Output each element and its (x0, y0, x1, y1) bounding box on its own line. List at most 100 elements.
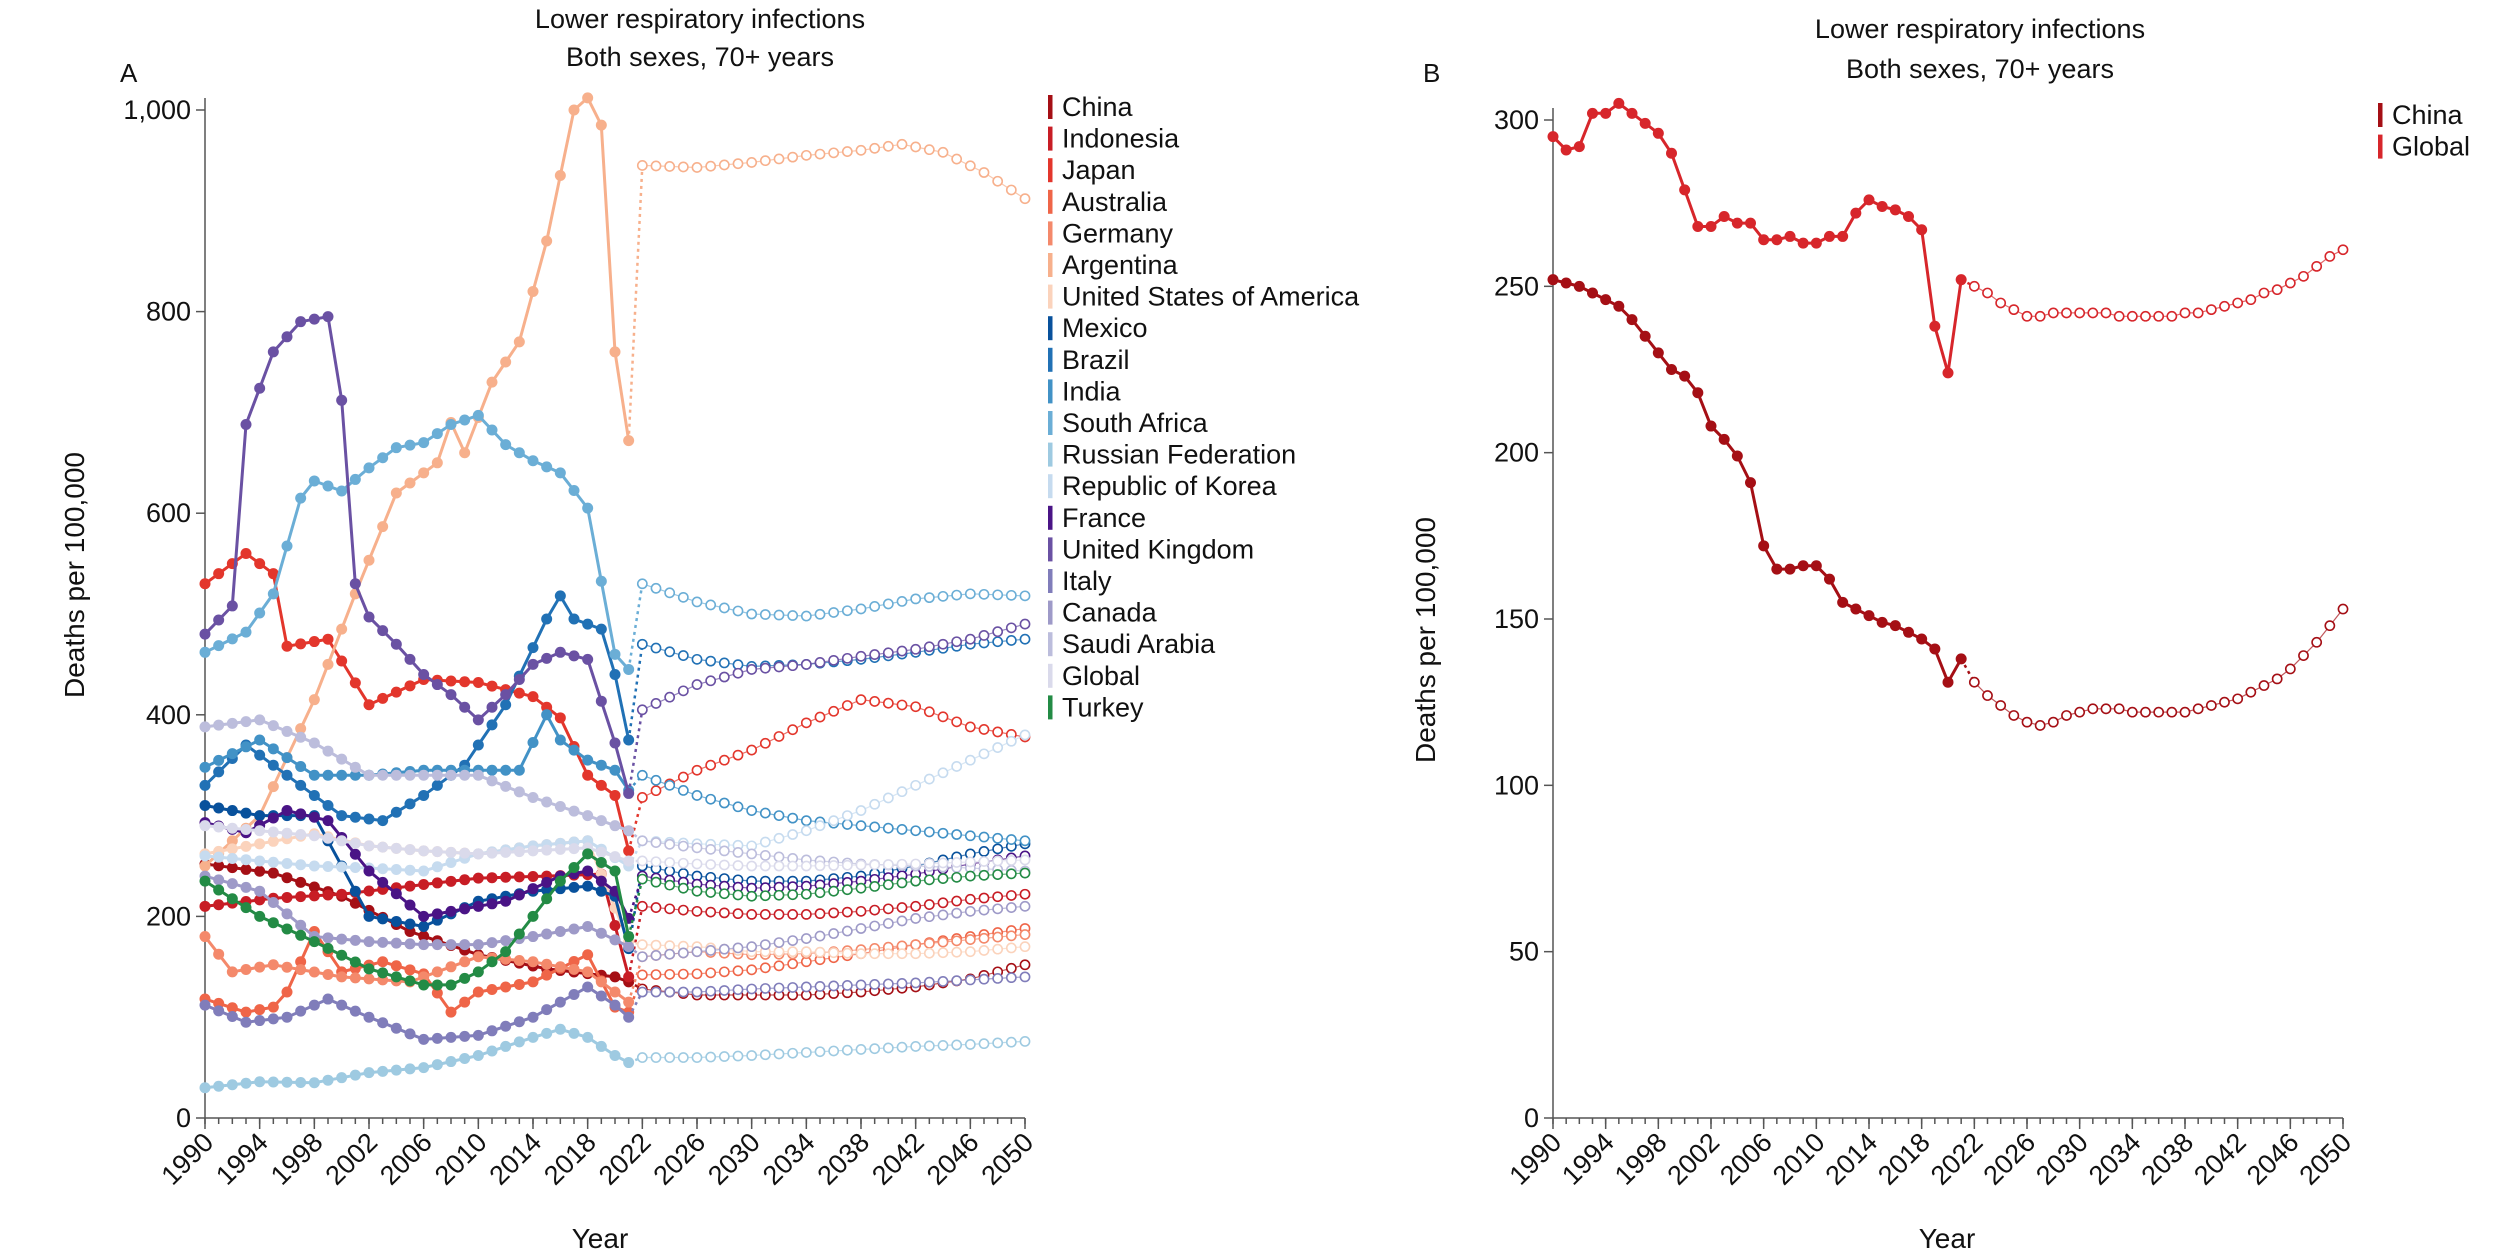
panel-a-point-germany (254, 961, 266, 973)
panel-a-forecast-point-global (951, 857, 963, 868)
panel-a-forecast-point-india (978, 831, 990, 843)
panel-a-forecast-point-united-states-of-america (882, 948, 894, 960)
panel-a-forecast-point-indonesia (951, 895, 963, 907)
panel-a-legend-swatch-china (1048, 95, 1053, 119)
panel-a-forecast-point-indonesia (910, 900, 922, 912)
panel-b-forecast-point-china (2061, 710, 2072, 721)
panel-a-forecast-point-russian-federation (814, 1046, 826, 1058)
panel-a-forecast-point-turkey (937, 873, 949, 884)
panel-a-point-argentina (568, 104, 580, 116)
panel-a-forecast-point-republic-of-korea (937, 767, 949, 779)
panel-a-forecast-point-indonesia (1019, 888, 1031, 900)
panel-a-forecast-point-global (636, 855, 648, 867)
panel-a-forecast-point-republic-of-korea (951, 761, 963, 772)
panel-a-forecast-point-south-africa (992, 589, 1004, 601)
panel-a-point-south-africa (623, 663, 635, 675)
panel-a-point-brazil (295, 779, 307, 791)
panel-a-forecast-point-germany (978, 932, 990, 944)
panel-a-point-italy (527, 1011, 539, 1023)
panel-a-legend-swatch-turkey (1048, 695, 1053, 720)
panel-b-point-global (1692, 220, 1704, 232)
panel-a-point-global (254, 825, 266, 837)
panel-a-forecast-point-united-states-of-america (896, 948, 908, 960)
panel-a-point-saudi-arabia (541, 796, 553, 808)
panel-b-point-global (1837, 230, 1849, 242)
panel-a-point-germany (554, 961, 566, 973)
panel-a-point-saudi-arabia (267, 720, 279, 732)
panel-a-point-japan (213, 568, 225, 580)
panel-a-forecast-point-italy (951, 975, 963, 987)
panel-a-forecast-point-russian-federation (937, 1040, 949, 1051)
panel-a-forecast-point-canada (677, 947, 689, 959)
panel-a-point-argentina (404, 477, 416, 489)
panel-a-point-canada (554, 926, 566, 938)
panel-a-point-canada (623, 941, 635, 953)
panel-a-point-turkey (240, 902, 252, 914)
panel-a-forecast-point-canada (869, 920, 881, 932)
panel-a-forecast-point-india (882, 822, 894, 834)
panel-b-forecast-point-china (2337, 603, 2349, 615)
panel-a-point-turkey (281, 923, 293, 935)
panel-a-point-germany (349, 972, 361, 984)
panel-a-point-russian-federation (609, 1050, 621, 1062)
panel-a-point-australia (445, 1006, 457, 1018)
panel-a-point-argentina (431, 457, 443, 469)
panel-b-y-tick-label: 100 (1494, 770, 1539, 800)
panel-a-forecast-point-italy (732, 984, 744, 996)
panel-b-point-china (1587, 287, 1598, 299)
panel-a-point-brazil (377, 815, 389, 827)
panel-a-point-saudi-arabia (500, 780, 512, 792)
panel-a-point-republic-of-korea (267, 856, 279, 868)
panel-a-bridge-south-africa (627, 583, 644, 670)
panel-a-point-united-states-of-america (226, 843, 238, 855)
panel-a-x-tick-label: 2006 (374, 1127, 438, 1191)
panel-a-point-canada (377, 936, 389, 948)
panel-a-series-turkey (199, 848, 1031, 991)
panel-b-forecast-point-china (1968, 676, 1980, 688)
panel-a-forecast-point-united-kingdom (732, 667, 744, 679)
panel-a-forecast-point-united-kingdom (923, 641, 935, 653)
panel-a-plot: 02004006008001,0001990199419982002200620… (123, 92, 1360, 1191)
panel-a-point-russian-federation (390, 1064, 402, 1076)
panel-a-legend-label-china: China (1062, 92, 1134, 122)
panel-a-point-germany (595, 976, 607, 988)
panel-a-point-south-africa (527, 455, 539, 467)
panel-a-point-argentina (609, 346, 621, 358)
panel-a-forecast-point-global (705, 859, 717, 870)
panel-a-forecast-point-australia (746, 964, 758, 976)
panel-a-point-turkey (308, 936, 320, 948)
panel-a-point-canada (541, 928, 553, 940)
panel-a-forecast-point-india (636, 769, 648, 781)
panel-a-forecast-point-united-kingdom (650, 698, 662, 709)
panel-b-forecast-point-global (2219, 300, 2230, 312)
panel-a-point-south-africa (349, 473, 361, 485)
panel-a-point-italy (418, 1033, 430, 1045)
panel-a-legend: ChinaIndonesiaJapanAustraliaGermanyArgen… (1048, 92, 1360, 722)
panel-a-point-brazil (363, 813, 375, 825)
panel-a-point-indonesia (472, 872, 484, 884)
panel-b-point-china (1666, 364, 1677, 375)
panel-a-point-india (213, 754, 225, 766)
panel-a-point-south-africa (418, 437, 430, 449)
panel-a-point-turkey (609, 865, 621, 877)
panel-a-point-japan (472, 677, 484, 689)
panel-b-point-global (1771, 234, 1783, 246)
panel-a-point-global (322, 832, 334, 844)
panel-a-point-japan (459, 676, 471, 688)
panel-a-forecast-point-indonesia (677, 904, 689, 916)
panel-a-point-canada (295, 919, 307, 931)
panel-a-point-turkey (568, 862, 580, 874)
panel-a-point-mexico (363, 910, 375, 922)
panel-a-point-turkey (527, 910, 539, 922)
panel-a-forecast-point-global (746, 860, 758, 872)
panel-a-forecast-point-canada (855, 923, 867, 934)
panel-a-legend-label-global: Global (1062, 661, 1140, 691)
panel-a-forecast-point-united-states-of-america (1019, 941, 1031, 953)
panel-a-point-global (390, 842, 402, 854)
panel-a-point-south-africa (308, 475, 320, 487)
panel-a-point-saudi-arabia (513, 786, 525, 798)
panel-b-forecast-point-global (1982, 287, 1993, 299)
panel-a-forecast-point-argentina (814, 148, 826, 160)
panel-a-point-indonesia (513, 871, 525, 883)
panel-a-forecast-point-japan (650, 785, 662, 797)
